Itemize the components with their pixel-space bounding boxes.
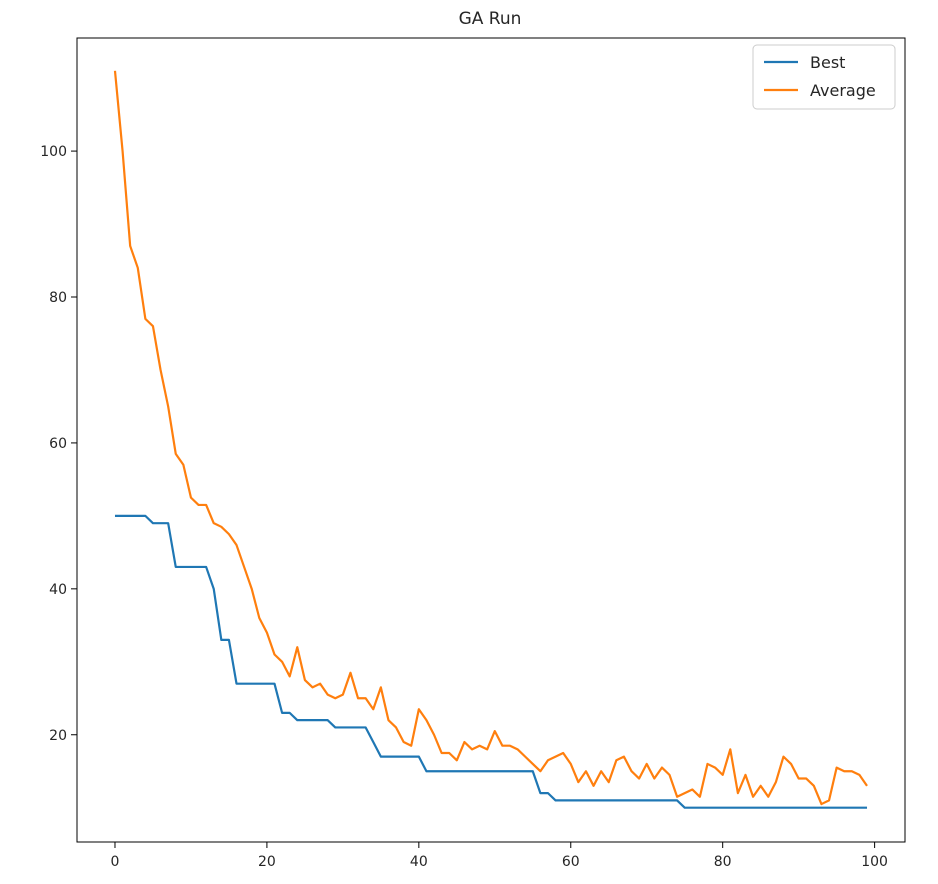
series-line-best — [114, 514, 868, 809]
x-tick-label: 80 — [714, 854, 732, 870]
y-axis: 20 40 60 80 100 — [40, 144, 77, 744]
x-axis: 0 20 40 60 80 100 — [111, 842, 888, 870]
x-tick-label: 100 — [861, 854, 888, 870]
plot-frame — [76, 37, 906, 843]
legend-label-average: Average — [810, 81, 876, 100]
plot-lines — [113, 70, 868, 809]
y-tick-label: 60 — [49, 436, 67, 452]
y-tick-label: 100 — [40, 144, 67, 160]
legend-label-best: Best — [810, 53, 845, 72]
legend: Best Average — [752, 44, 896, 110]
y-tick-label: 20 — [49, 728, 67, 744]
chart-title: GA Run — [459, 9, 522, 29]
y-tick-label: 80 — [49, 290, 67, 306]
series-line-average — [113, 70, 868, 806]
x-tick-label: 20 — [258, 854, 276, 870]
x-tick-label: 60 — [562, 854, 580, 870]
x-tick-label: 40 — [410, 854, 428, 870]
x-tick-label: 0 — [111, 854, 120, 870]
y-tick-label: 40 — [49, 582, 67, 598]
